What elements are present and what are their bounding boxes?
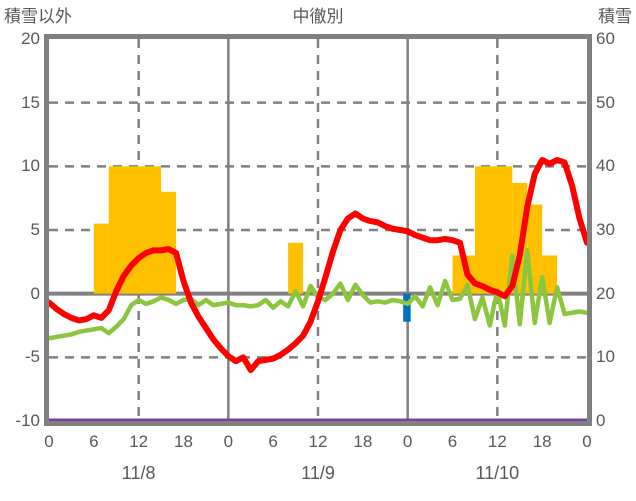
x-axis-day-label: 11/8 [121, 463, 156, 483]
right-axis-tick: 40 [596, 156, 615, 176]
precipitation-bar [288, 242, 304, 294]
left-axis-tick: -10 [15, 411, 40, 430]
x-axis-tick: 12 [308, 432, 328, 451]
page-title: 中徹別 [292, 7, 344, 26]
temperature-line [49, 156, 587, 374]
x-axis-tick: 0 [402, 432, 413, 451]
right-axis-tick: 10 [596, 347, 615, 367]
left-axis-title: 積雪以外 [4, 7, 72, 26]
precipitation-bar [108, 166, 162, 294]
x-axis-tick: 12 [129, 432, 149, 451]
x-axis-day-label: 11/9 [301, 463, 335, 483]
right-axis-title: 積雪 [598, 7, 632, 26]
x-axis-tick: 0 [582, 432, 592, 451]
x-axis-tick: 18 [532, 432, 552, 451]
left-axis-tick: 15 [21, 92, 40, 112]
left-axis-tick: 5 [30, 220, 40, 239]
x-axis-tick: 6 [268, 432, 278, 451]
right-axis-tick: 0 [596, 411, 606, 430]
precipitation-bar [161, 191, 177, 294]
x-axis-day-label: 11/10 [475, 463, 520, 483]
x-axis-tick: 18 [353, 432, 373, 451]
x-axis-tick: 18 [174, 432, 193, 451]
x-axis-tick: 6 [89, 432, 99, 451]
right-axis-tick: 60 [596, 29, 615, 48]
snowfall-bar [403, 293, 411, 322]
plot-inner [49, 39, 587, 421]
precipitation-bar [542, 255, 558, 294]
left-axis-tick: 20 [21, 29, 40, 48]
right-axis-tick: 50 [596, 92, 615, 112]
left-axis-tick: 0 [30, 283, 40, 303]
right-axis-tick: 30 [596, 220, 615, 239]
x-axis-tick: 0 [223, 432, 234, 451]
left-axis-tick: 10 [21, 156, 40, 176]
chart-canvas [49, 39, 587, 421]
x-axis-tick: 0 [44, 432, 54, 451]
x-axis-tick: 6 [447, 432, 458, 451]
precipitation-bar [474, 166, 513, 294]
plot-area [44, 34, 592, 426]
x-axis-tick: 12 [487, 432, 507, 451]
plot-frame [44, 34, 592, 426]
precipitation-bar [93, 223, 109, 294]
left-axis-tick: -5 [24, 347, 40, 367]
right-axis-tick: 20 [596, 283, 615, 303]
